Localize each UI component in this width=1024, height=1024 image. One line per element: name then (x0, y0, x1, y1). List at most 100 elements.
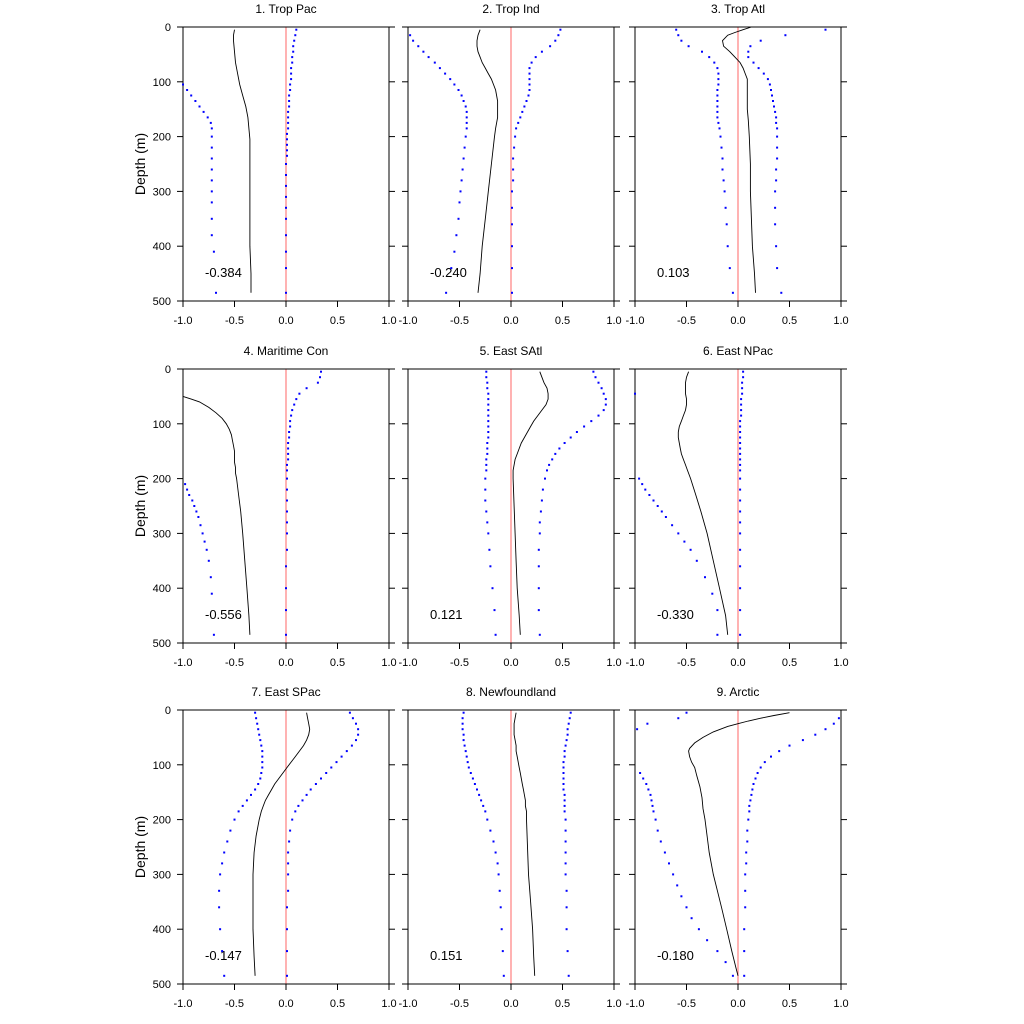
correlation-value: -0.147 (205, 948, 242, 963)
series-dot (221, 950, 224, 953)
y-tick-label: 500 (153, 638, 171, 650)
series-dot (286, 499, 288, 502)
x-tick-label: -0.5 (225, 998, 244, 1010)
series-dot (515, 127, 518, 130)
x-tick-label: 0.5 (330, 998, 345, 1010)
series-dot (534, 56, 537, 59)
series-dot (541, 488, 544, 491)
series-dot (289, 83, 292, 86)
series-dot (287, 851, 290, 854)
series-dot (597, 381, 600, 384)
series-dot (770, 755, 772, 758)
series-dot (219, 873, 222, 876)
series-dot (250, 793, 252, 796)
series-dot (716, 950, 719, 953)
series-dot (671, 524, 674, 527)
series-dot (485, 370, 488, 373)
series-dot (757, 67, 760, 70)
series-dot (772, 100, 774, 102)
series-dot (527, 94, 530, 97)
y-axis-label: Depth (m) (132, 816, 148, 878)
series-dot (731, 974, 734, 977)
series-dot (485, 376, 488, 379)
series-dot (486, 442, 489, 444)
series-dot (461, 717, 464, 720)
series-dot (484, 499, 487, 502)
y-tick-label: 400 (153, 583, 171, 595)
series-dot (289, 829, 292, 832)
series-dot (291, 818, 294, 821)
series-dot (285, 195, 287, 198)
series-dot (355, 739, 357, 742)
series-dot (521, 110, 524, 113)
series-dot (651, 804, 654, 807)
series-line (512, 371, 549, 635)
series-dot (444, 72, 447, 75)
series-dot (285, 633, 287, 636)
series-dot (602, 392, 605, 395)
series-dot (486, 381, 489, 384)
series-dot (487, 532, 490, 535)
x-tick-label: 1.0 (833, 998, 848, 1010)
series-dot (482, 804, 485, 807)
panel-title: 1. Trop Pac (255, 2, 316, 16)
series-dot (288, 436, 291, 439)
y-tick-label: 100 (153, 419, 171, 431)
series-dot (538, 633, 541, 636)
series-dot (683, 540, 686, 543)
series-dot (469, 772, 472, 774)
series-dot (320, 370, 322, 373)
series-dot (486, 452, 489, 455)
x-tick-label: -0.5 (450, 657, 469, 669)
series-dot (672, 873, 675, 876)
series-dot (463, 146, 466, 149)
series-dot (340, 755, 343, 758)
series-dot (295, 398, 298, 401)
series-dot (286, 488, 288, 491)
series-dot (422, 50, 425, 53)
series-dot (663, 851, 666, 854)
series-dot (739, 436, 742, 439)
y-tick-label: 300 (153, 186, 171, 198)
series-dot (776, 127, 779, 130)
series-dot (484, 477, 487, 480)
series-dot (460, 94, 463, 97)
series-dot (188, 494, 191, 496)
series-dot (210, 146, 213, 149)
series-dot (647, 788, 650, 791)
series-dot (512, 157, 515, 160)
series-dot (744, 906, 747, 909)
series-dot (316, 381, 319, 384)
series-dot (285, 565, 287, 568)
series-dot (719, 135, 722, 138)
series-dot (564, 744, 567, 747)
series-dot (539, 510, 542, 513)
x-tick-label: 1.0 (606, 657, 621, 669)
series-dot (285, 291, 287, 294)
series-dot (462, 733, 465, 736)
series-dot (500, 928, 503, 931)
panel-title: 7. East SPac (251, 685, 320, 699)
series-dot (202, 110, 205, 113)
series-dot (728, 267, 731, 270)
series-dot (256, 722, 259, 725)
series-dot (754, 777, 757, 780)
series-dot (493, 609, 496, 612)
series-dot (184, 483, 187, 486)
series-dot (254, 788, 257, 791)
series-dot (486, 521, 489, 524)
series-dot (290, 78, 293, 81)
series-dot (528, 67, 531, 70)
series-dot (537, 565, 540, 568)
series-dot (285, 206, 287, 209)
x-tick-label: 0.0 (503, 657, 518, 669)
series-dot (739, 447, 742, 450)
series-dot (293, 39, 296, 42)
series-dot (297, 804, 300, 807)
series-dot (462, 739, 465, 742)
series-dot (652, 499, 655, 502)
series-dot (485, 458, 488, 461)
series-dot (494, 633, 497, 636)
series-dot (569, 436, 572, 439)
series-dot (197, 516, 200, 518)
